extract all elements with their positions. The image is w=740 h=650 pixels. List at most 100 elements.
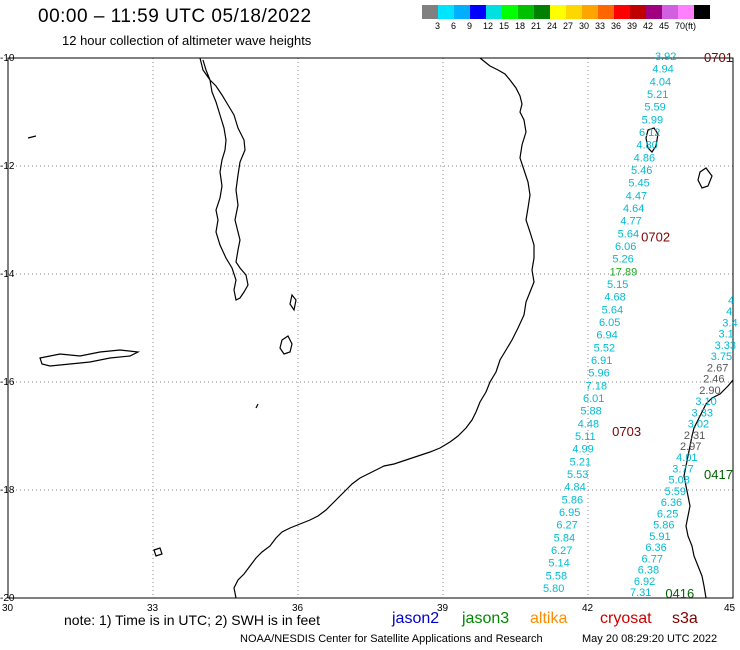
map-title: 00:00 – 11:59 UTC 05/18/2022: [38, 6, 312, 27]
island-outline: [27, 135, 37, 139]
swh-value: 5.64: [602, 304, 623, 316]
swh-value: 3.75: [711, 351, 732, 363]
swh-value: 6.06: [615, 241, 636, 253]
swh-value: 5.91: [649, 531, 670, 543]
wave-height-colorbar: [422, 5, 710, 19]
swh-value: 2.97: [680, 441, 701, 453]
island-outline: [153, 547, 163, 557]
colorbar-tick: 70: [675, 21, 686, 31]
swh-value: 3.92: [655, 51, 676, 63]
colorbar-swatch: [486, 5, 502, 19]
swh-value: 6.38: [638, 565, 659, 577]
swh-value: 5.88: [580, 406, 601, 418]
swh-value: 5.52: [594, 342, 615, 354]
swh-value: 4: [728, 295, 734, 307]
swh-value: 6.36: [661, 497, 682, 509]
lon-tick-label: 36: [292, 603, 304, 614]
island-outline: [255, 403, 259, 409]
swh-value: 4.99: [572, 444, 593, 456]
swh-value: 4.68: [604, 292, 625, 304]
swh-value: 4.84: [564, 482, 585, 494]
colorbar-tick: 27: [563, 21, 574, 31]
lon-tick-label: 42: [582, 603, 594, 614]
swh-value: 5.64: [618, 228, 639, 240]
legend-jason2: jason2: [392, 610, 440, 627]
lat-tick-label: -20: [0, 593, 15, 604]
swh-value: 5.59: [665, 486, 686, 498]
colorbar-tick: 24: [547, 21, 558, 31]
colorbar-tick: 21: [531, 21, 542, 31]
lon-tick-label: 30: [2, 603, 14, 614]
colorbar-swatch: [694, 5, 710, 19]
swh-value: 6.77: [642, 553, 663, 565]
colorbar-swatch: [646, 5, 662, 19]
colorbar-tick: 15: [499, 21, 510, 31]
colorbar-tick: 39: [627, 21, 638, 31]
colorbar-unit: (ft): [685, 21, 696, 31]
track-id-labels: 0701 0702 0703 0417 0416: [612, 50, 733, 601]
colorbar-swatch: [518, 5, 534, 19]
swh-value: 6.27: [556, 520, 577, 532]
swh-value: 4.64: [623, 203, 644, 215]
colorbar-swatch: [470, 5, 486, 19]
swh-value: 6.01: [583, 393, 604, 405]
swh-value: 5.15: [607, 279, 628, 291]
colorbar-tick: 12: [483, 21, 494, 31]
swh-value: 5.53: [567, 469, 588, 481]
lat-tick-label: -18: [0, 485, 15, 496]
colorbar-tick: 9: [467, 21, 473, 31]
lat-tick-label: -12: [0, 161, 15, 172]
coastline: [27, 57, 734, 599]
track-id-label: 0416: [665, 586, 694, 601]
lake-malawi-outline: [199, 57, 249, 301]
colorbar-swatch: [422, 5, 438, 19]
swh-value: 5.96: [588, 368, 609, 380]
swh-value: 6.94: [596, 330, 617, 342]
colorbar-swatch: [502, 5, 518, 19]
colorbar-tick: 33: [595, 21, 606, 31]
swh-value: 5.46: [631, 165, 652, 177]
island-outline: [279, 335, 293, 355]
colorbar-swatch: [614, 5, 630, 19]
swh-track-2: 443.43.13.333.752.672.462.903.103.333.02…: [630, 295, 738, 599]
colorbar-tick: 30: [579, 21, 590, 31]
swh-value: 3.02: [688, 419, 709, 431]
swh-value: 5.80: [543, 583, 564, 595]
legend-s3a: s3a: [672, 610, 698, 627]
swh-value: 5.26: [612, 254, 633, 266]
footnote: note: 1) Time is in UTC; 2) SWH is in fe…: [64, 612, 320, 628]
colorbar-swatch: [566, 5, 582, 19]
map-frame: [7, 57, 734, 599]
swh-value: 4.04: [650, 76, 671, 88]
swh-value: 5.99: [642, 114, 663, 126]
colorbar-swatch: [630, 5, 646, 19]
credit-line: NOAA/NESDIS Center for Satellite Applica…: [240, 633, 543, 645]
mainland-coastline: [233, 57, 535, 599]
swh-value: 2.46: [703, 374, 724, 386]
colorbar-swatch: [582, 5, 598, 19]
island-outline: [645, 127, 659, 153]
swh-value: 6.12: [639, 127, 660, 139]
swh-value: 5.58: [546, 570, 567, 582]
swh-value: 17.89: [610, 266, 638, 278]
swh-value: 4.01: [676, 452, 697, 464]
track-id-label: 0702: [641, 230, 670, 245]
swh-value: 7.31: [630, 587, 651, 599]
swh-value: 5.84: [554, 532, 575, 544]
swh-value: 6.91: [591, 355, 612, 367]
track-id-label: 0417: [704, 467, 733, 482]
legend-altika: altika: [530, 610, 568, 627]
swh-value: 5.86: [562, 494, 583, 506]
swh-value: 3.4: [722, 317, 737, 329]
swh-value: 6.92: [634, 576, 655, 588]
colorbar-swatch: [454, 5, 470, 19]
lat-tick-label: -10: [0, 53, 15, 64]
colorbar-tick: 6: [451, 21, 457, 31]
swh-value: 3.33: [692, 407, 713, 419]
colorbar-tick: 42: [643, 21, 654, 31]
swh-value: 5.21: [647, 89, 668, 101]
island-outline: [289, 293, 297, 312]
swh-value: 4.94: [652, 64, 673, 76]
legend-cryosat: cryosat: [600, 610, 652, 627]
